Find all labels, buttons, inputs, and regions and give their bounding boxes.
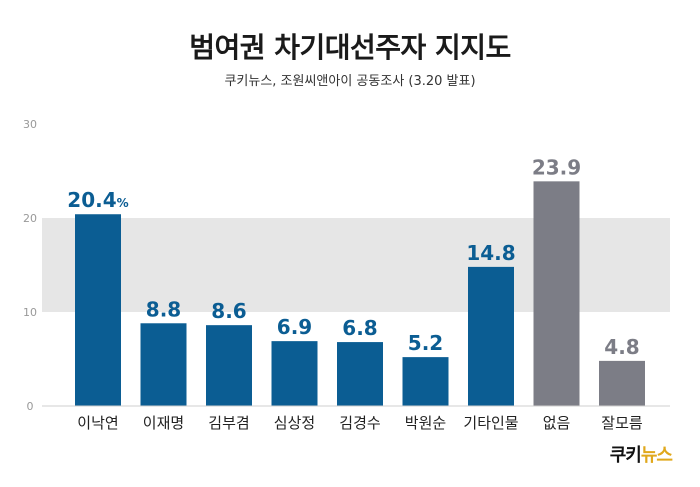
- y-tick-label: 10: [23, 306, 37, 319]
- x-tick-label: 이낙연: [77, 414, 118, 432]
- bar: [599, 360, 645, 406]
- bar: [533, 181, 580, 406]
- x-tick-label: 박원순: [405, 414, 447, 432]
- bar: [337, 342, 383, 406]
- data-label: 20.4%: [67, 188, 128, 212]
- data-label: 8.6: [211, 299, 246, 323]
- bar: [206, 325, 252, 406]
- data-label: 5.2: [408, 331, 443, 355]
- y-tick-label: 0: [27, 400, 34, 413]
- logo: 쿠키뉴스: [609, 441, 673, 467]
- x-tick-label: 이재명: [143, 414, 184, 432]
- bar: [75, 214, 121, 406]
- data-label: 14.8: [466, 241, 515, 265]
- logo-part2: 뉴스: [640, 445, 673, 466]
- data-label: 6.9: [277, 315, 312, 339]
- bar: [402, 357, 449, 406]
- chart-subtitle: 쿠키뉴스, 조원씨앤아이 공동조사 (3.20 발표): [224, 74, 476, 89]
- data-label: 4.8: [604, 335, 639, 359]
- chart-title: 범여권 차기대선주자 지지도: [189, 31, 511, 64]
- x-tick-label: 없음: [543, 414, 571, 432]
- y-tick-label: 20: [23, 212, 37, 225]
- data-label: 8.8: [146, 297, 181, 321]
- x-tick-label: 잘모름: [601, 414, 643, 432]
- x-tick-label: 기타인물: [463, 414, 518, 432]
- x-tick-label: 김경수: [339, 414, 380, 432]
- bar: [271, 341, 318, 406]
- data-label: 6.8: [342, 316, 377, 340]
- y-tick-label: 30: [23, 118, 37, 131]
- bar: [140, 323, 187, 406]
- x-tick-label: 심상정: [274, 414, 315, 432]
- data-label: 23.9: [532, 155, 581, 179]
- logo-part1: 쿠키: [609, 445, 642, 466]
- bar: [468, 266, 514, 406]
- x-tick-label: 김부겸: [208, 414, 249, 432]
- data-label-unit: %: [117, 196, 129, 210]
